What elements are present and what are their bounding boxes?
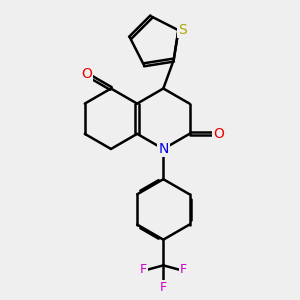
Text: N: N: [158, 142, 169, 156]
Text: N: N: [158, 142, 169, 156]
Text: F: F: [180, 263, 187, 276]
Text: F: F: [160, 280, 167, 294]
Text: O: O: [81, 67, 92, 81]
Text: O: O: [213, 127, 224, 141]
Text: F: F: [140, 263, 147, 276]
Text: S: S: [178, 23, 187, 37]
